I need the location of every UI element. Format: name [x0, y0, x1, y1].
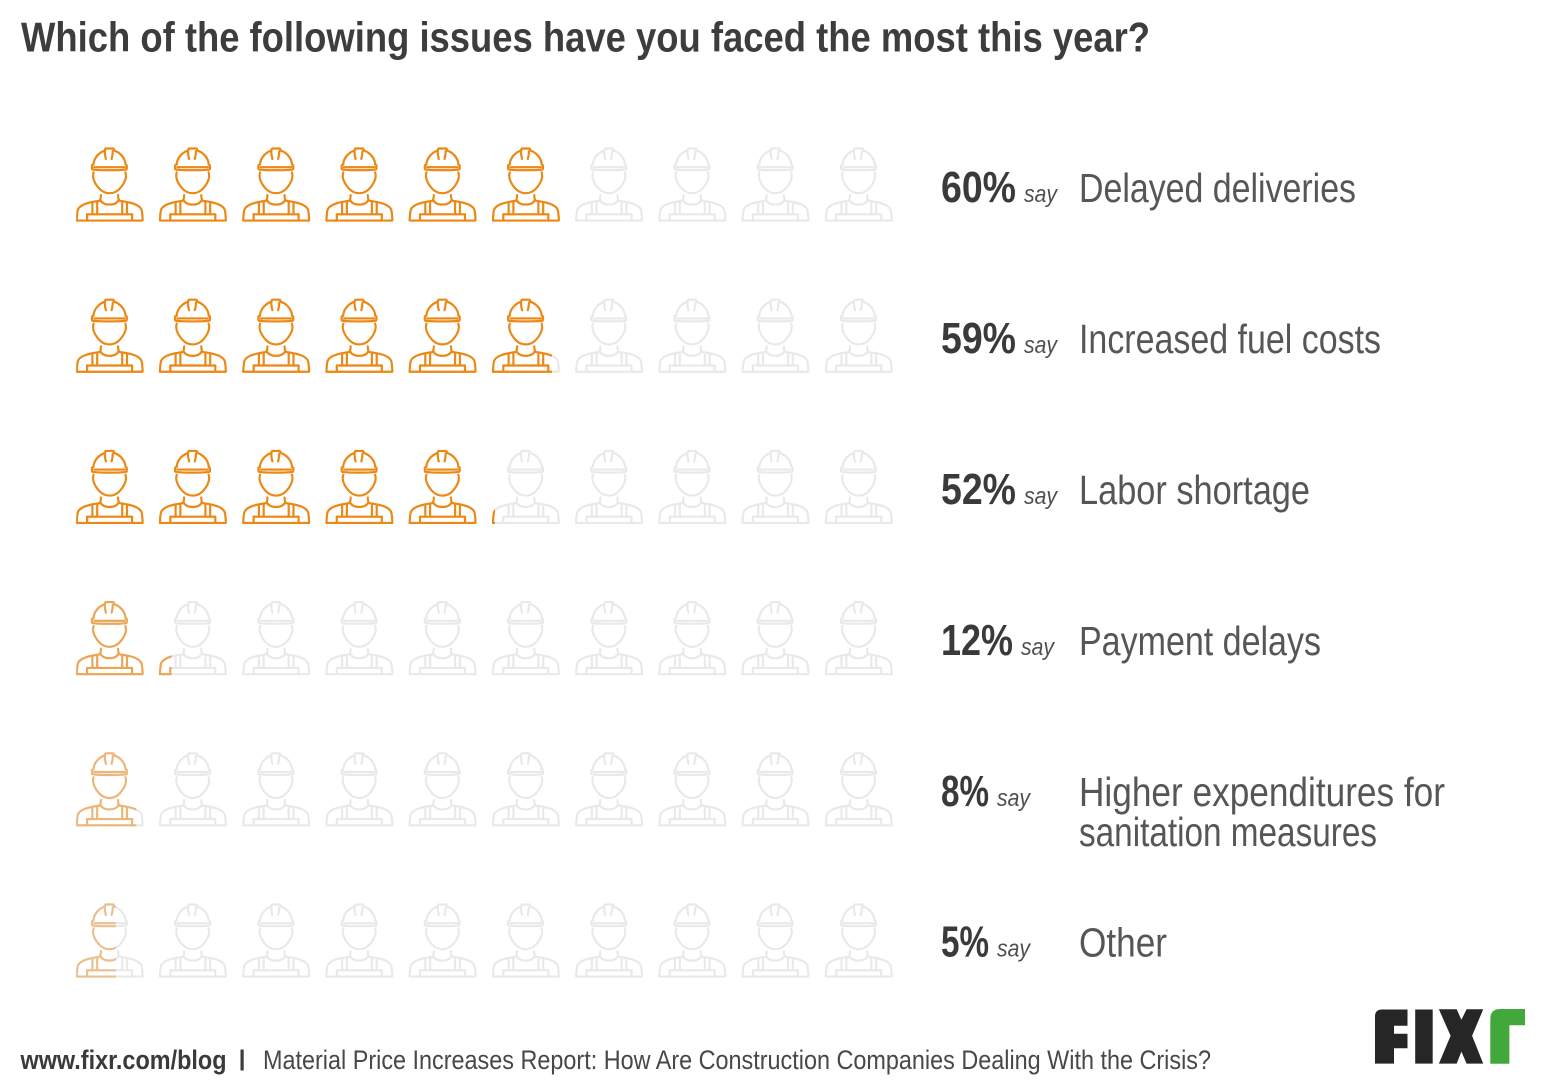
svg-text:52%: 52%: [941, 465, 1016, 514]
svg-text:say: say: [1024, 181, 1059, 208]
svg-text:Higher expenditures for: Higher expenditures for: [1079, 769, 1445, 815]
svg-text:say: say: [997, 936, 1032, 963]
svg-text:Material Price Increases Repor: Material Price Increases Report: How Are…: [263, 1045, 1211, 1075]
svg-text:Other: Other: [1079, 920, 1167, 966]
svg-text:12%: 12%: [941, 616, 1013, 665]
svg-text:5%: 5%: [941, 918, 989, 967]
svg-text:Payment delays: Payment delays: [1079, 618, 1321, 664]
svg-text:say: say: [997, 785, 1032, 812]
svg-text:8%: 8%: [941, 767, 989, 816]
svg-text:59%: 59%: [941, 314, 1016, 363]
svg-text:Increased fuel costs: Increased fuel costs: [1079, 316, 1381, 362]
svg-text:Labor shortage: Labor shortage: [1079, 467, 1310, 513]
svg-text:Which of the following issues: Which of the following issues have you f…: [21, 14, 1150, 61]
svg-text:sanitation measures: sanitation measures: [1079, 809, 1377, 855]
svg-text:say: say: [1021, 634, 1056, 661]
svg-text:say: say: [1024, 332, 1059, 359]
svg-text:Delayed deliveries: Delayed deliveries: [1079, 165, 1356, 211]
svg-text:say: say: [1024, 483, 1059, 510]
svg-text:www.fixr.com/blog: www.fixr.com/blog: [20, 1045, 227, 1075]
svg-text:60%: 60%: [941, 163, 1016, 212]
